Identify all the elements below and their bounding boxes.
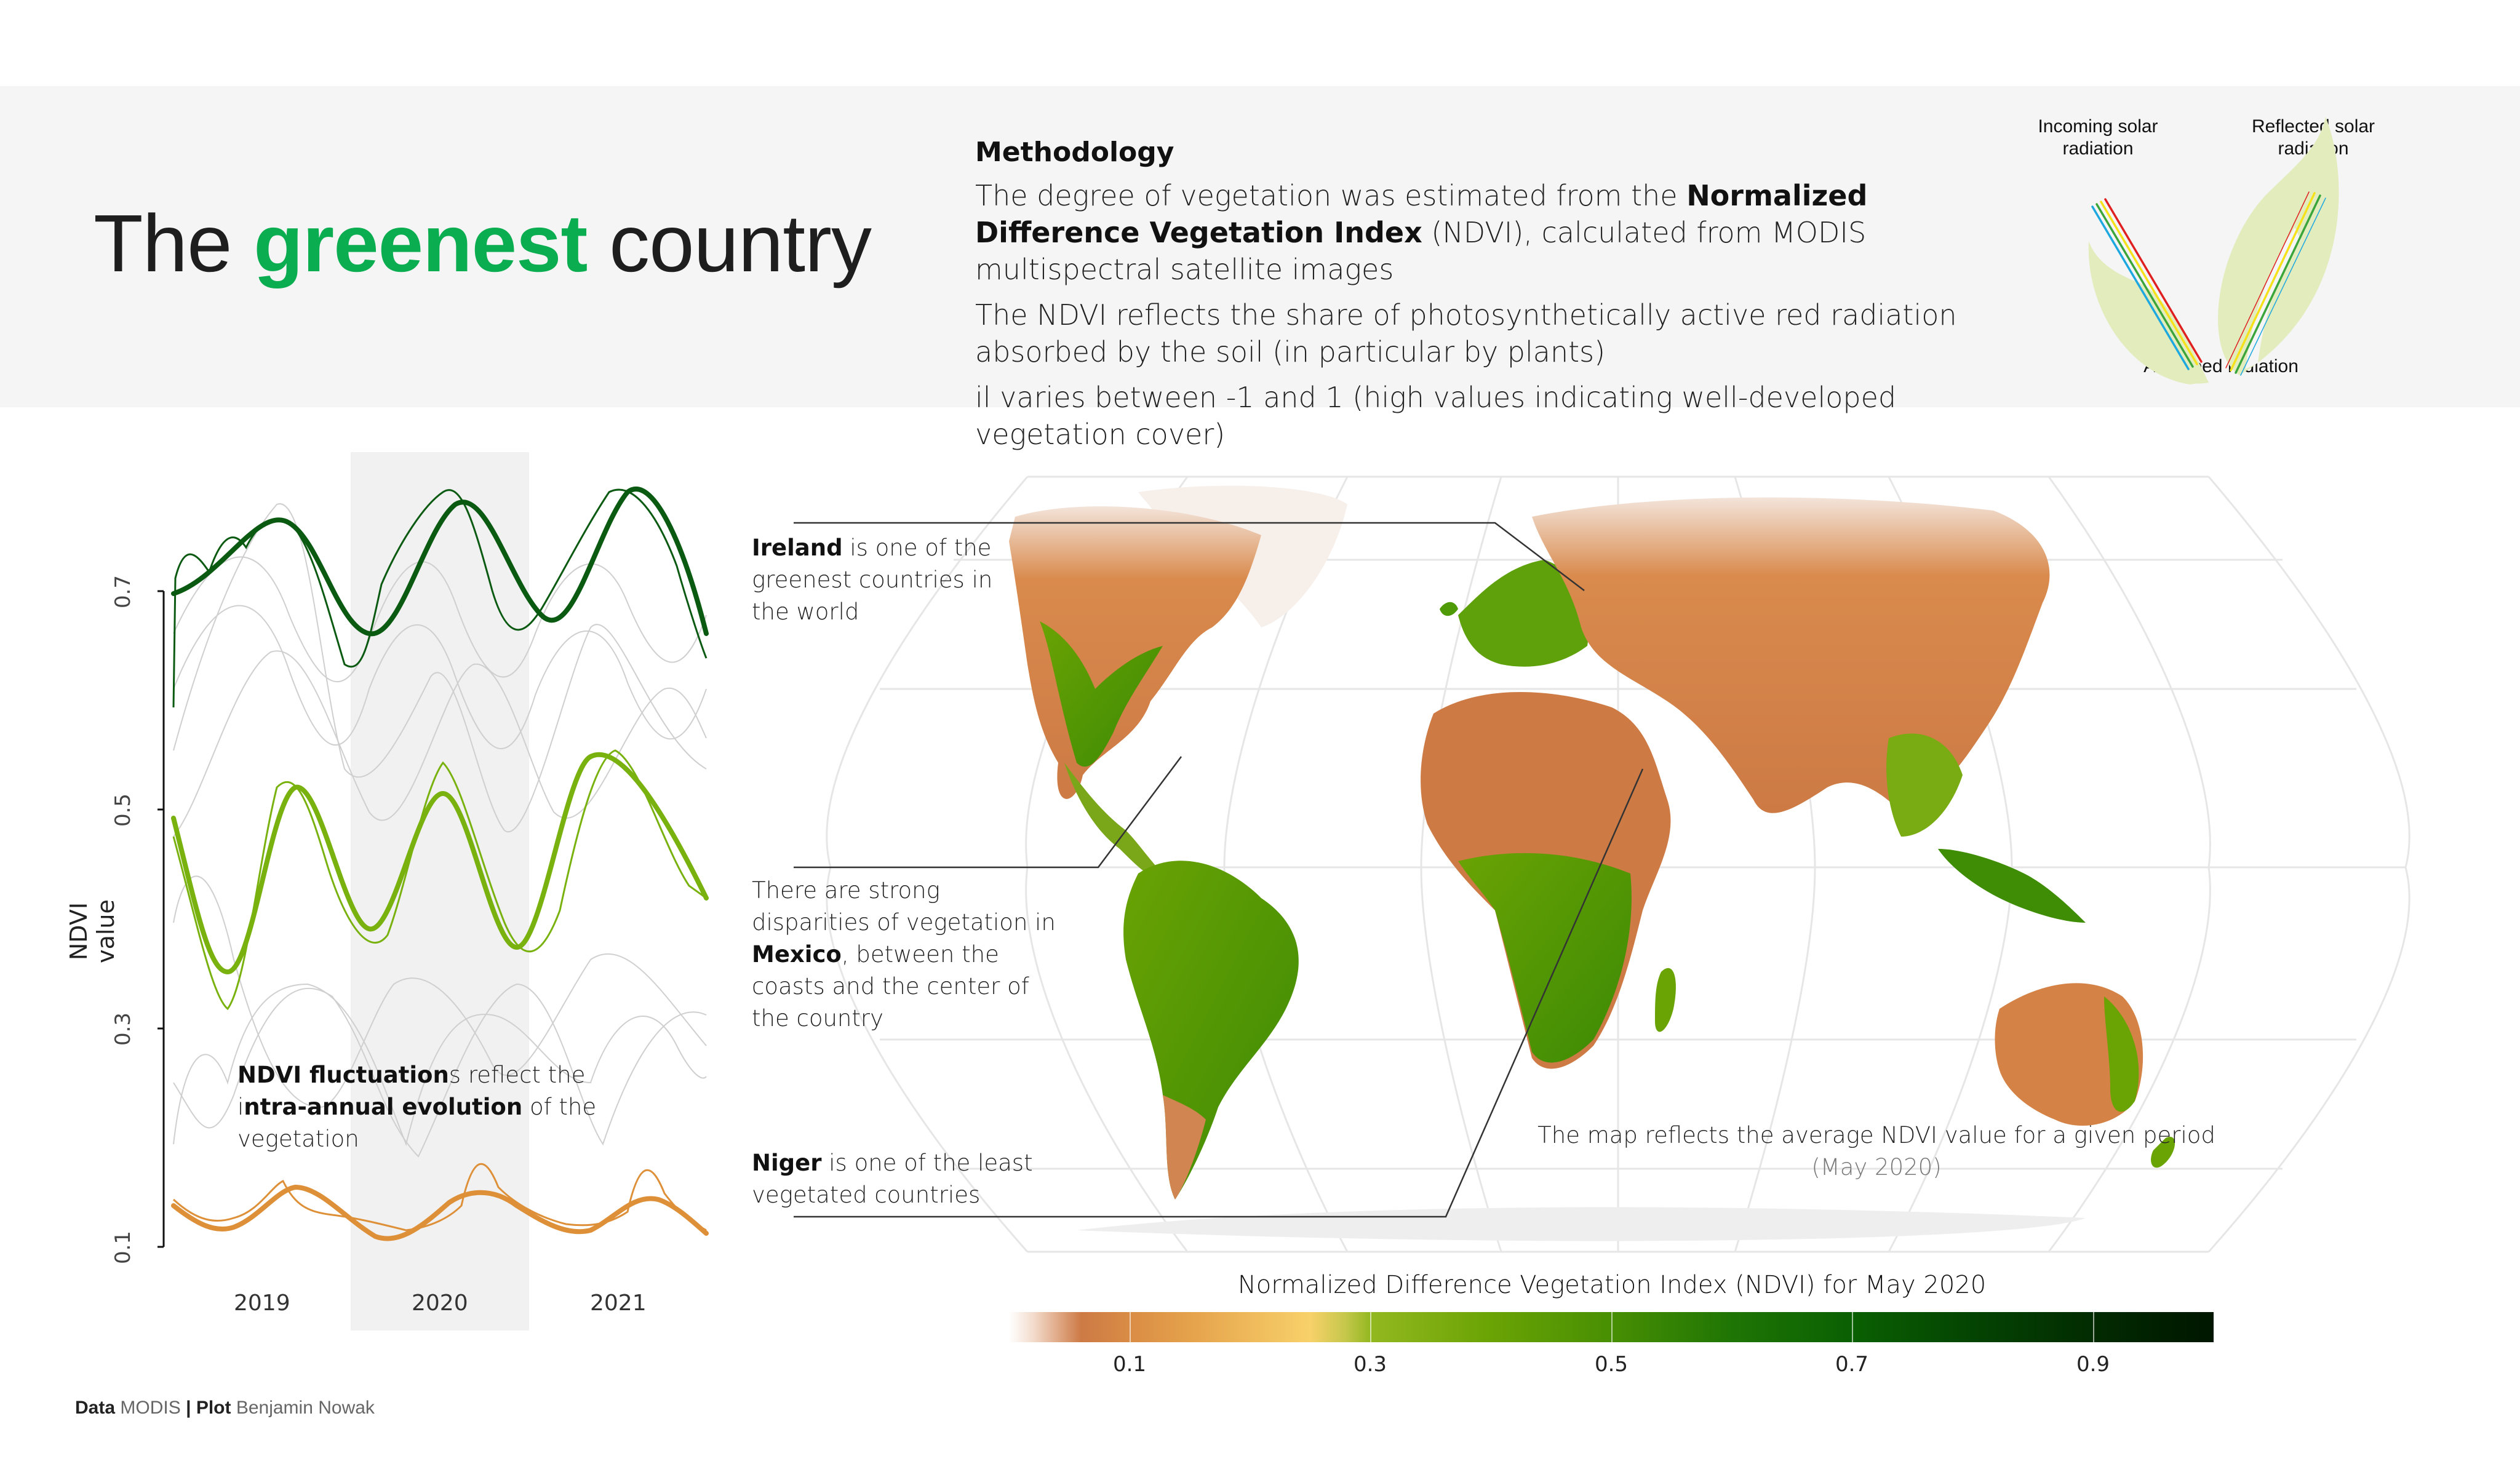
colorbar-tick-mark — [1852, 1312, 1853, 1342]
footer-data-value: MODIS — [120, 1398, 181, 1418]
ireland-l1: is one of the — [842, 535, 992, 561]
fluctuation-annotation: NDVI fluctuations reflect the intra-annu… — [237, 1059, 619, 1155]
fluct-t3: vegetation — [237, 1126, 359, 1152]
mexico-l5: the country — [752, 1005, 883, 1032]
ytick-0.3: 0.3 — [111, 1012, 135, 1046]
ytick-0.1: 0.1 — [111, 1230, 135, 1265]
methodology-p3: il varies between -1 and 1 (high values … — [975, 381, 1897, 451]
ytick-0.5: 0.5 — [111, 793, 135, 827]
methodology-p1: The degree of vegetation was estimated f… — [975, 177, 2009, 288]
fluct-bold: NDVI fluctuation — [237, 1062, 449, 1088]
colorbar-tick-0.5: 0.5 — [1594, 1352, 1629, 1377]
colorbar-tick-mark — [1370, 1312, 1371, 1342]
niger-bold: Niger — [752, 1150, 822, 1176]
page-title: The greenest country — [94, 203, 872, 284]
footer-data-label: Data — [75, 1398, 116, 1418]
year-2021: 2021 — [590, 1291, 647, 1316]
reflected-label-l1: Reflected solar — [2251, 116, 2375, 137]
year-2019: 2019 — [234, 1291, 290, 1316]
mexico-bold: Mexico — [752, 941, 842, 968]
colorbar-tick-0.9: 0.9 — [2076, 1352, 2110, 1377]
niger-annotation: Niger is one of the least vegetated coun… — [752, 1147, 1072, 1211]
title-suffix: country — [609, 198, 872, 288]
niger-l1: is one of the least — [821, 1150, 1033, 1176]
map-period: (May 2020) — [1811, 1154, 1942, 1180]
ireland-l2: greenest countries in — [752, 567, 993, 593]
colorbar-tick-0.7: 0.7 — [1835, 1352, 1869, 1377]
colorbar-title: Normalized Difference Vegetation Index (… — [1237, 1271, 1987, 1299]
year-2020: 2020 — [412, 1291, 468, 1316]
title-highlight: greenest — [253, 198, 588, 288]
credits-footer: Data MODIS | Plot Benjamin Nowak — [75, 1398, 375, 1418]
mexico-l1: There are strong — [752, 877, 940, 904]
y-axis-label: NDVI value — [65, 899, 119, 963]
colorbar-tick-mark — [2093, 1312, 2094, 1342]
methodology-block: Methodology The degree of vegetation was… — [975, 134, 2009, 461]
ytick-0.7: 0.7 — [111, 575, 135, 609]
header-band — [0, 86, 2520, 407]
methodology-p1-bold: Normalized Difference Vegetation Index — [975, 179, 1868, 249]
incoming-label-l2: radiation — [2062, 138, 2134, 159]
colorbar-tick-0.1: 0.1 — [1112, 1352, 1147, 1377]
map-note: The map reflects the average NDVI value … — [1520, 1120, 2233, 1184]
methodology-p1-tail: (NDVI), calculated from MODIS multispect… — [975, 216, 1867, 286]
incoming-label-l1: Incoming solar — [2038, 116, 2158, 137]
methodology-heading: Methodology — [975, 137, 1174, 168]
mexico-annotation: There are strong disparities of vegetati… — [752, 875, 1072, 1035]
colorbar-tick-mark — [1611, 1312, 1613, 1342]
mexico-l4: coasts and the center of — [752, 973, 1029, 1000]
footer-plot-label: Plot — [196, 1398, 231, 1418]
ndvi-line-chart — [158, 487, 709, 1248]
colorbar-tick-0.3: 0.3 — [1353, 1352, 1387, 1377]
methodology-p1-text: The degree of vegetation was estimated f… — [975, 179, 1687, 212]
footer-separator: | — [186, 1398, 191, 1418]
leaf-radiation-diagram-icon — [2088, 117, 2339, 384]
incoming-radiation-label: Incoming solar radiation — [2012, 116, 2184, 160]
ireland-l3: the world — [752, 599, 859, 625]
footer-plot-value: Benjamin Nowak — [236, 1398, 375, 1418]
colorbar — [1009, 1312, 2214, 1342]
ireland-annotation: Ireland is one of the greenest countries… — [752, 532, 1047, 628]
title-prefix: The — [94, 198, 232, 288]
methodology-p2: The NDVI reflects the share of photosynt… — [975, 298, 1957, 368]
map-note-text: The map reflects the average NDVI value … — [1537, 1122, 2215, 1148]
fluct-t2post: of the — [522, 1094, 597, 1120]
niger-l2: vegetated countries — [752, 1182, 981, 1208]
fluct-t2pre: i — [237, 1094, 244, 1120]
ireland-bold: Ireland — [752, 535, 843, 561]
fluct-t1: s reflect the — [449, 1062, 586, 1088]
fluct-bold2: ntra-annual evolution — [244, 1094, 523, 1120]
highlight-band-2020 — [351, 452, 529, 1331]
colorbar-tick-mark — [1130, 1312, 1131, 1342]
mexico-l2: disparities of vegetation in — [752, 909, 1056, 936]
world-ndvi-map — [794, 475, 2410, 1253]
mexico-l3: , between the — [841, 941, 999, 968]
